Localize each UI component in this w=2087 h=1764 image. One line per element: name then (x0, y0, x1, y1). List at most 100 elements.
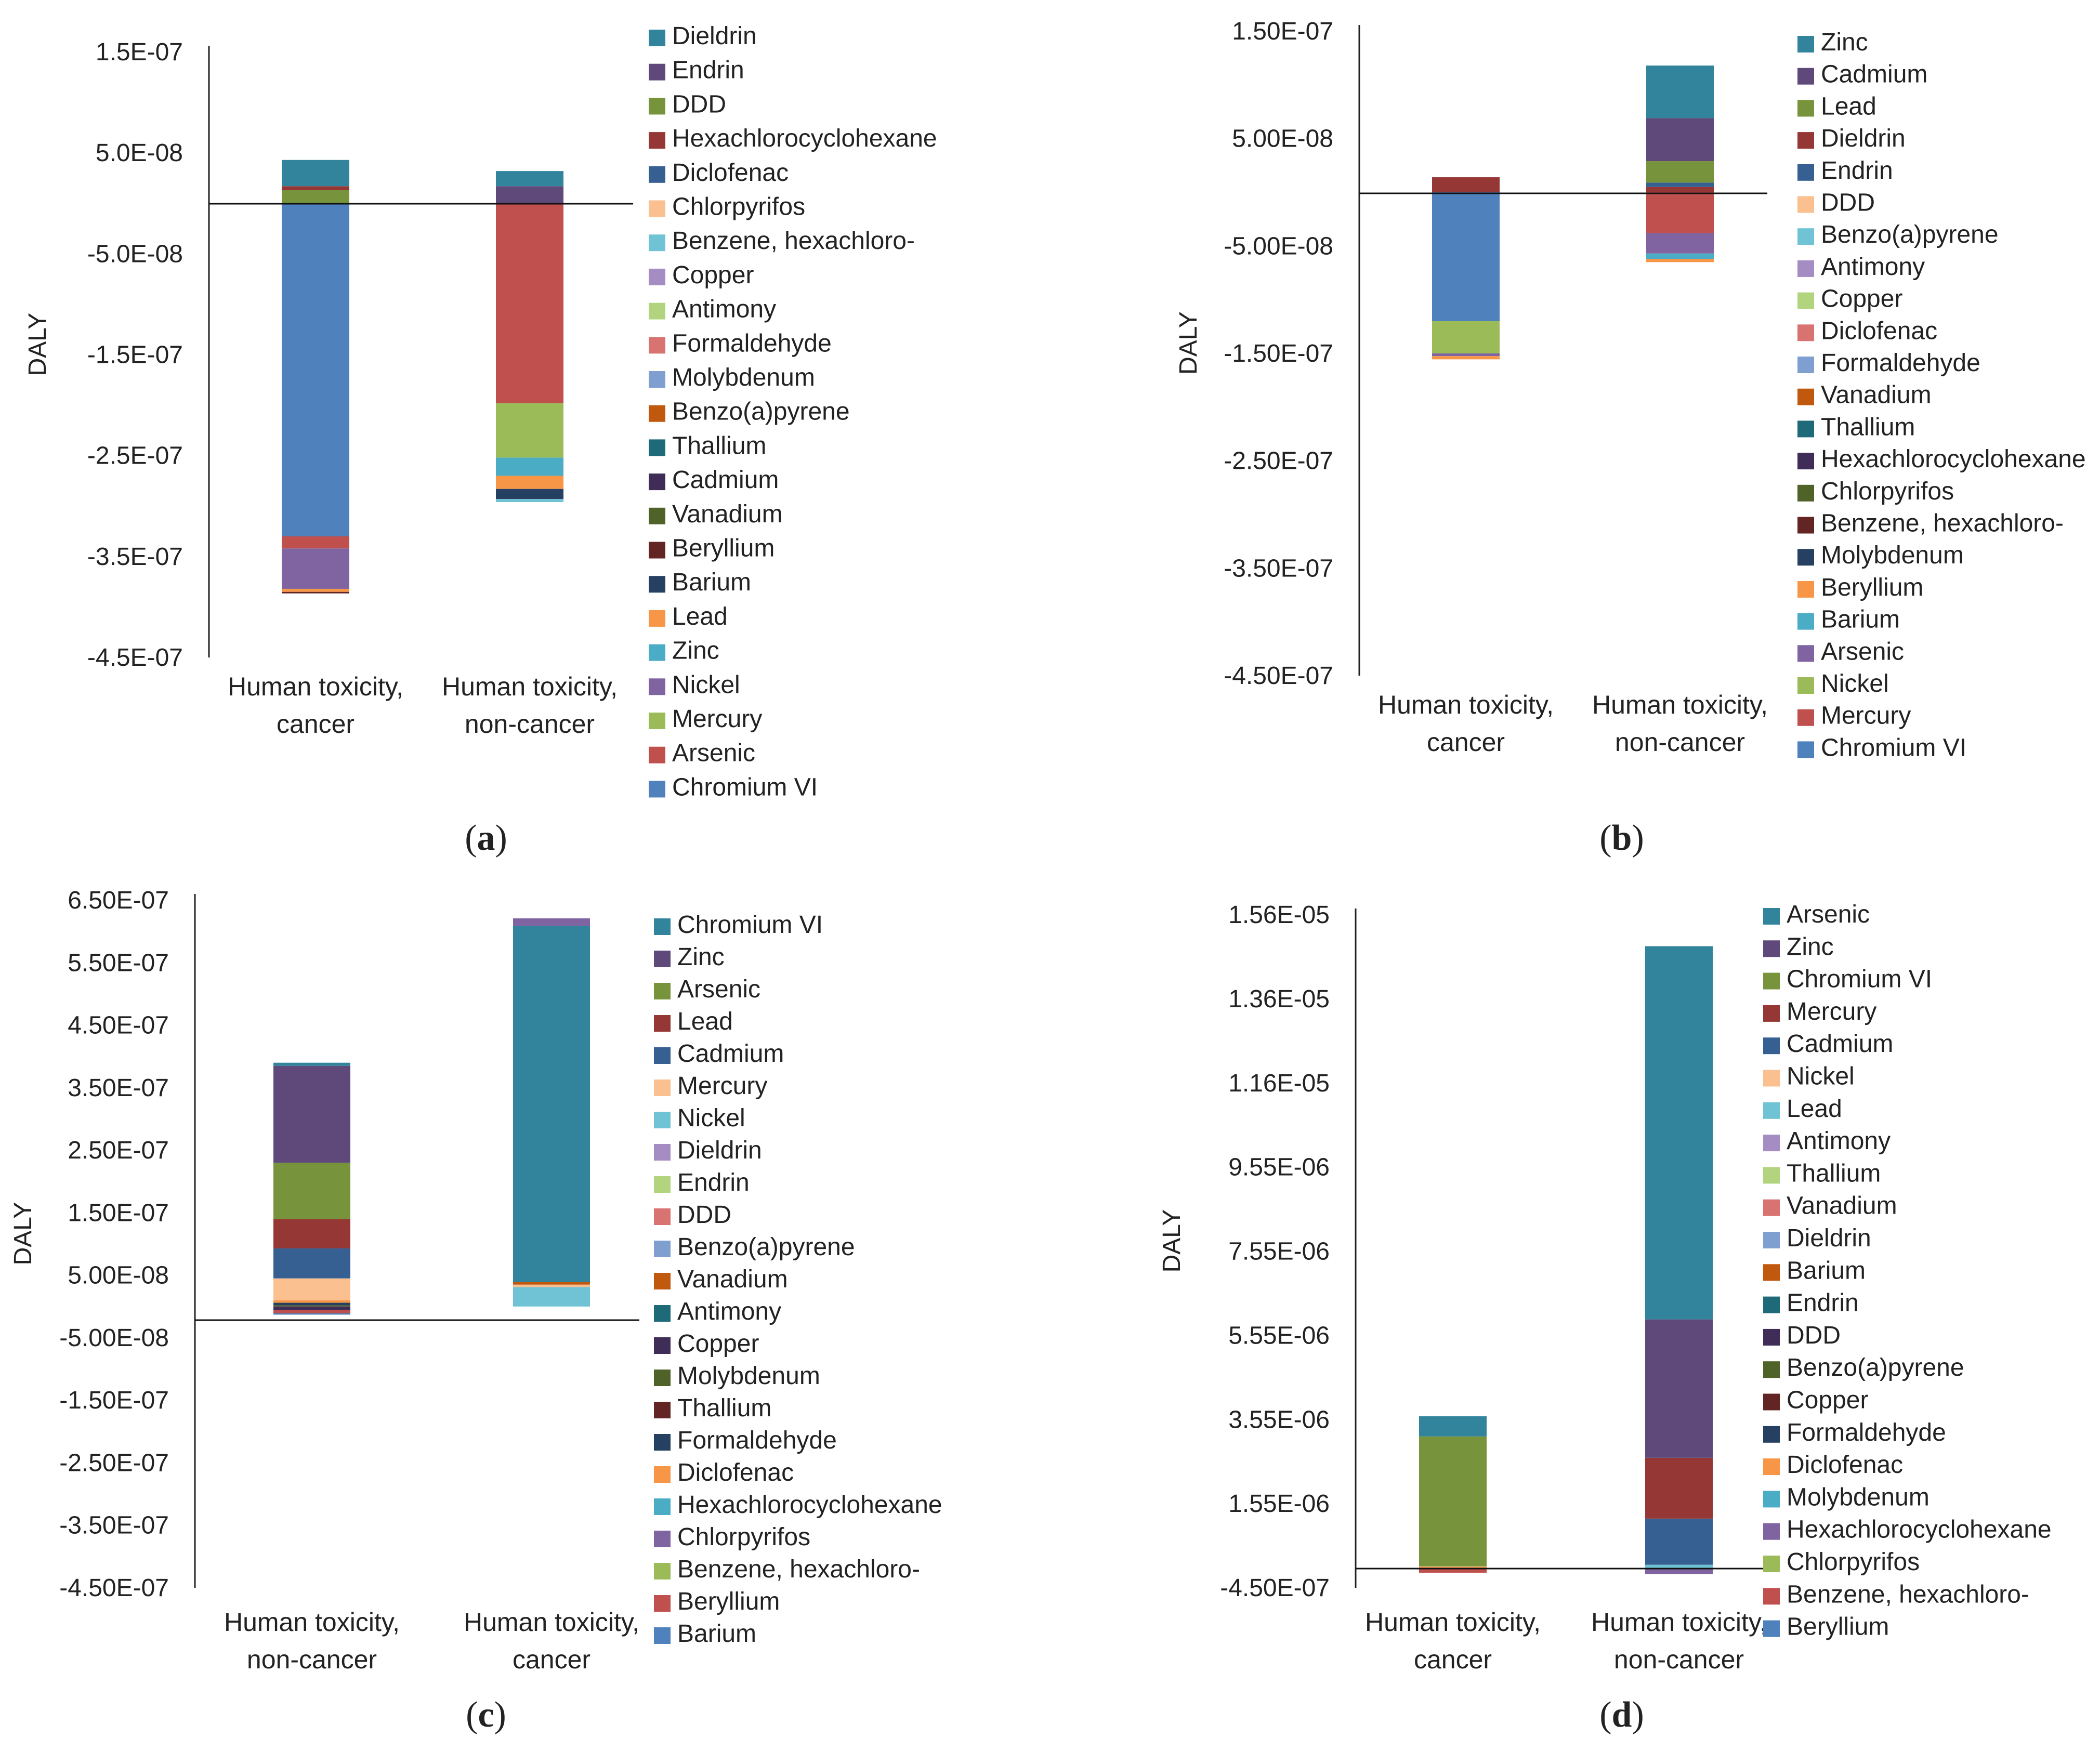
legend-label: Thallium (1821, 413, 1915, 441)
legend-swatch (1797, 517, 1814, 534)
legend-swatch (1797, 613, 1814, 630)
y-tick-label: 1.36E-05 (1228, 985, 1330, 1013)
legend-swatch (1763, 1232, 1780, 1248)
legend-swatch (1763, 1458, 1780, 1476)
legend-label: Barium (1821, 606, 1900, 634)
legend-swatch (1763, 1523, 1780, 1540)
legend-swatch (1763, 1588, 1780, 1605)
y-axis-label: DALY (1158, 1209, 1186, 1273)
legend-swatch (1763, 940, 1780, 957)
legend-label: Molybdenum (677, 1362, 820, 1390)
legend-label: Lead (677, 1008, 733, 1035)
legend-label: Zinc (1787, 933, 1834, 960)
bar-segment-chromium-vi (1419, 1436, 1487, 1566)
legend-label: Copper (672, 261, 754, 289)
legend-label: Lead (1821, 93, 1876, 120)
legend-label: Chlorpyrifos (1821, 478, 1954, 505)
legend-swatch (649, 678, 665, 695)
legend-label: Nickel (1787, 1063, 1855, 1090)
legend-label: Hexachlorocyclohexane (677, 1491, 942, 1519)
legend-label: Molybdenum (1821, 542, 1964, 569)
bar-segment-zinc (273, 1065, 350, 1163)
legend-label: Zinc (1821, 29, 1868, 56)
y-tick-label: 1.55E-06 (1228, 1490, 1330, 1518)
category-label: Human toxicity, non-cancer (442, 672, 618, 739)
bar-segment-chromium-vi (282, 203, 349, 536)
bar-segment-barium (1646, 253, 1714, 259)
y-tick-label: -3.50E-07 (1224, 555, 1333, 582)
legend-label: Chromium VI (1787, 966, 1932, 993)
legend-label: Mercury (677, 1072, 767, 1100)
legend-swatch (1797, 260, 1814, 277)
bar-segment-lead (496, 476, 563, 489)
y-tick-label: 6.50E-07 (68, 887, 169, 914)
y-tick-label: -4.5E-07 (87, 644, 183, 672)
legend-swatch (1763, 1393, 1780, 1411)
legend-label: Barium (1787, 1257, 1866, 1284)
legend-swatch (654, 918, 671, 935)
legend-label: DDD (677, 1201, 731, 1229)
legend-swatch (1763, 908, 1780, 925)
legend-label: Barium (672, 569, 751, 596)
legend-label: Formaldehyde (1821, 349, 1980, 377)
legend-label: Copper (1821, 285, 1902, 313)
legend-swatch (1797, 68, 1814, 85)
bar-segment-vanadium (513, 1282, 590, 1285)
bar-segment-nickel (1419, 1566, 1487, 1567)
legend-label: Copper (677, 1330, 759, 1358)
legend-label: Lead (1787, 1095, 1842, 1123)
legend-swatch (1763, 1070, 1780, 1087)
bar-segment-dieldrin (496, 171, 563, 187)
legend-label: Chromium VI (672, 773, 818, 801)
legend-swatch (654, 983, 671, 999)
legend-swatch (654, 1112, 671, 1128)
legend-swatch (654, 1498, 671, 1515)
legend-swatch (1797, 420, 1814, 438)
legend-label: Benzo(a)pyrene (1787, 1354, 1964, 1381)
bar-segment-benzene-hexachloro- (1419, 1569, 1487, 1573)
legend-label: Cadmium (677, 1040, 784, 1068)
legend-swatch (654, 1595, 671, 1612)
legend-swatch (1797, 581, 1814, 598)
legend-label: Cadmium (1821, 61, 1927, 88)
panel-label: (a) (465, 818, 507, 858)
y-tick-label: 1.16E-05 (1228, 1070, 1330, 1097)
bar-segment-barium (273, 1313, 350, 1315)
y-axis-label: DALY (9, 1202, 37, 1266)
legend-label: Beryllium (672, 535, 775, 562)
legend-swatch (1763, 1264, 1780, 1281)
category-label: Human toxicity, cancer (464, 1608, 639, 1674)
legend-label: Dieldrin (1821, 125, 1906, 152)
bar-segment-lead (1646, 161, 1714, 183)
bar-segment-beryllium (1646, 259, 1714, 262)
y-axis-label: DALY (24, 313, 51, 376)
bar-segment-dieldrin (1646, 187, 1714, 192)
bar-segment-ddd (282, 190, 349, 204)
bar-segment-chromium-vi (513, 926, 590, 1282)
bar-segment-endrin (1646, 182, 1714, 187)
y-tick-label: -4.50E-07 (1220, 1574, 1330, 1602)
y-tick-label: 5.00E-08 (68, 1262, 169, 1289)
legend-label: Formaldehyde (672, 330, 832, 357)
legend-label: Molybdenum (672, 364, 815, 391)
legend-label: Thallium (677, 1394, 771, 1422)
bar-segment-zinc (1645, 1319, 1713, 1458)
legend-swatch (654, 1047, 671, 1064)
bar-segment-chromium-vi (1432, 192, 1500, 321)
legend-swatch (649, 268, 665, 285)
legend-swatch (1797, 677, 1814, 694)
category-label: Human toxicity, cancer (1365, 1608, 1541, 1674)
legend-label: Diclofenac (1787, 1451, 1903, 1479)
legend-label: Antimony (677, 1298, 781, 1325)
chart-panel-a: 1.5E-07 5.0E-08 -5.0E-08 -1.5E-07 -2.5E-07 -3… (24, 22, 937, 858)
bar-segment-mercury (513, 1284, 590, 1287)
legend-label: Endrin (1821, 157, 1893, 185)
legend-swatch (649, 644, 665, 661)
legend-swatch (654, 1337, 671, 1354)
legend-label: Arsenic (672, 740, 755, 767)
legend-swatch (649, 30, 665, 46)
bar-segment-hexachlorocyclohexane (1645, 1569, 1713, 1574)
legend-label: Arsenic (677, 976, 760, 1003)
bar-segment-cadmium (1645, 1518, 1713, 1565)
